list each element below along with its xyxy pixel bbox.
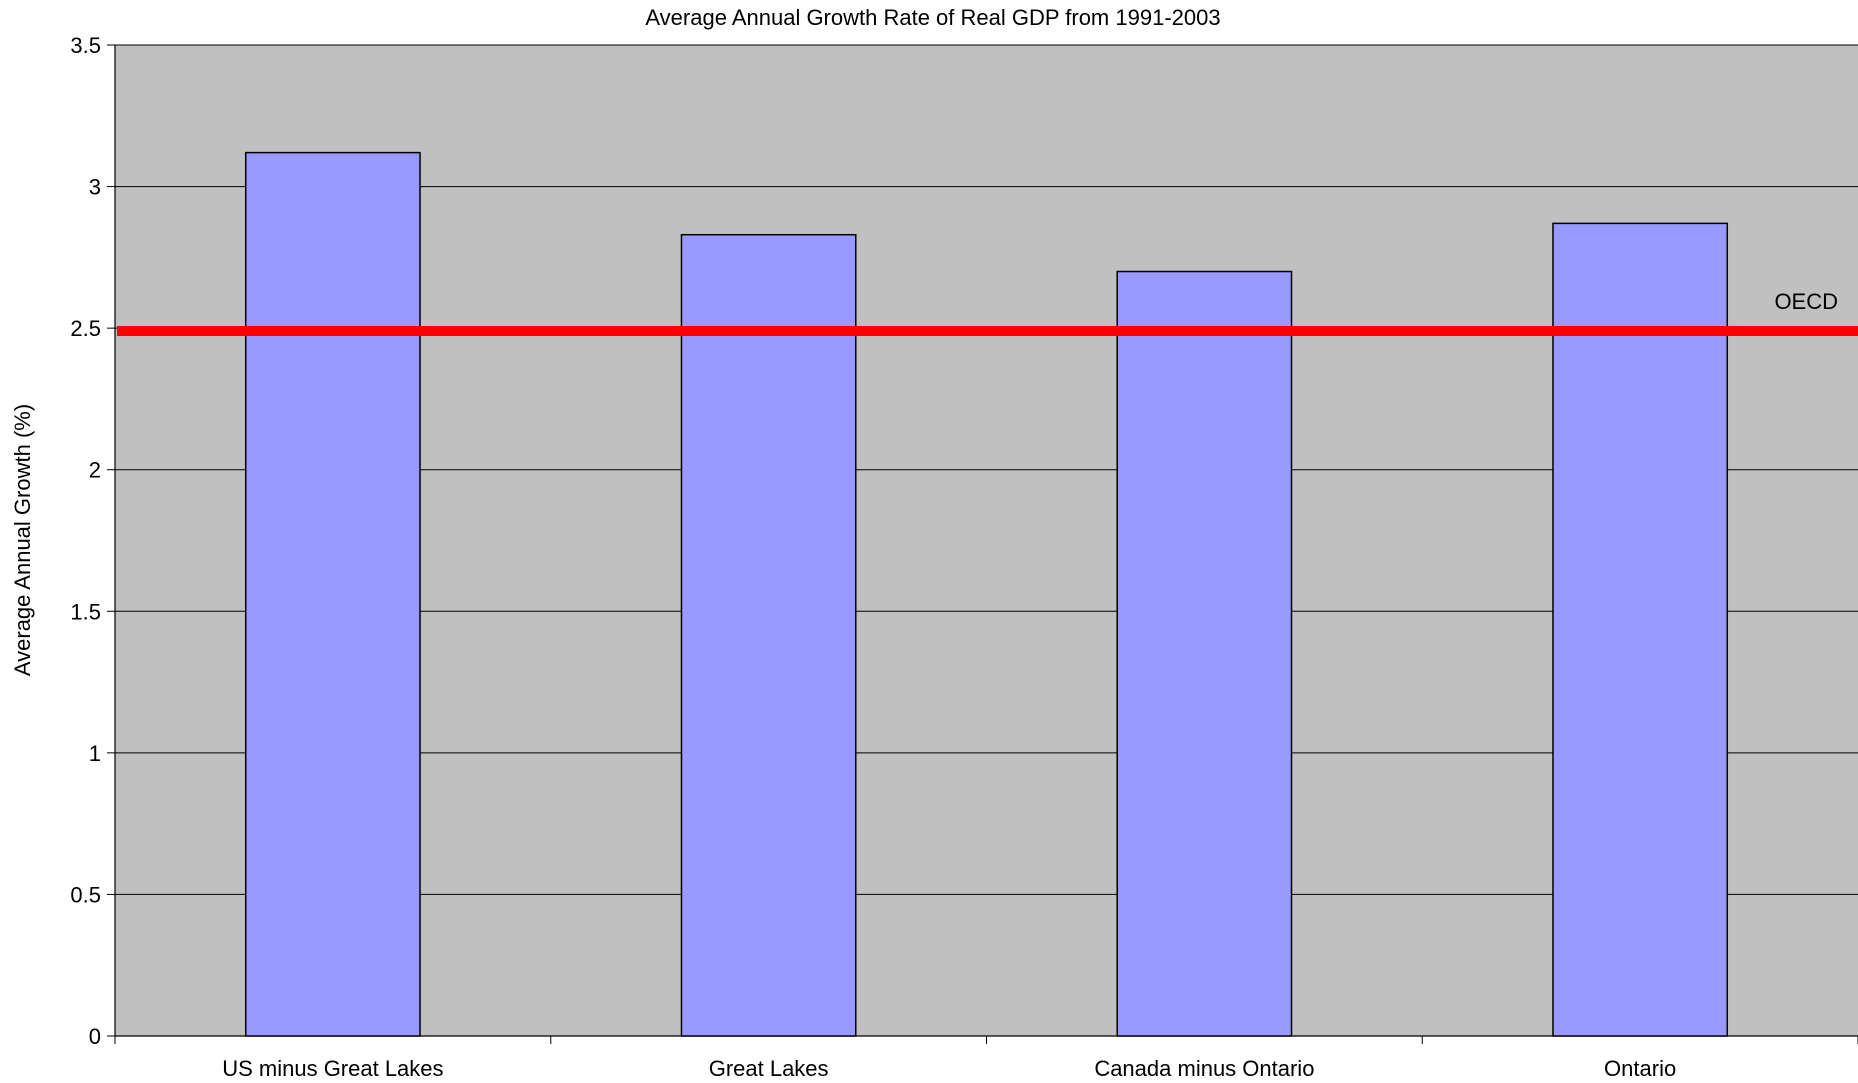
x-tick-label: Ontario [1604,1056,1676,1081]
bar [244,151,421,1037]
y-tick-label: 3.5 [70,33,101,58]
y-tick-label: 0.5 [70,882,101,907]
y-tick-label: 0 [89,1024,101,1049]
y-tick-label: 1 [89,741,101,766]
x-tick-label: US minus Great Lakes [222,1056,443,1081]
x-tick-label: Canada minus Ontario [1094,1056,1314,1081]
y-axis-label: Average Annual Growth (%) [10,404,35,676]
bar [680,233,857,1037]
y-tick-label: 2.5 [70,316,101,341]
x-tick-label: Great Lakes [709,1056,829,1081]
reference-label: OECD [1774,289,1838,314]
bar [1116,270,1293,1037]
chart-title: Average Annual Growth Rate of Real GDP f… [645,5,1220,30]
bar [1552,222,1729,1037]
y-tick-label: 3 [89,175,101,200]
y-tick-label: 1.5 [70,599,101,624]
y-tick-label: 2 [89,458,101,483]
